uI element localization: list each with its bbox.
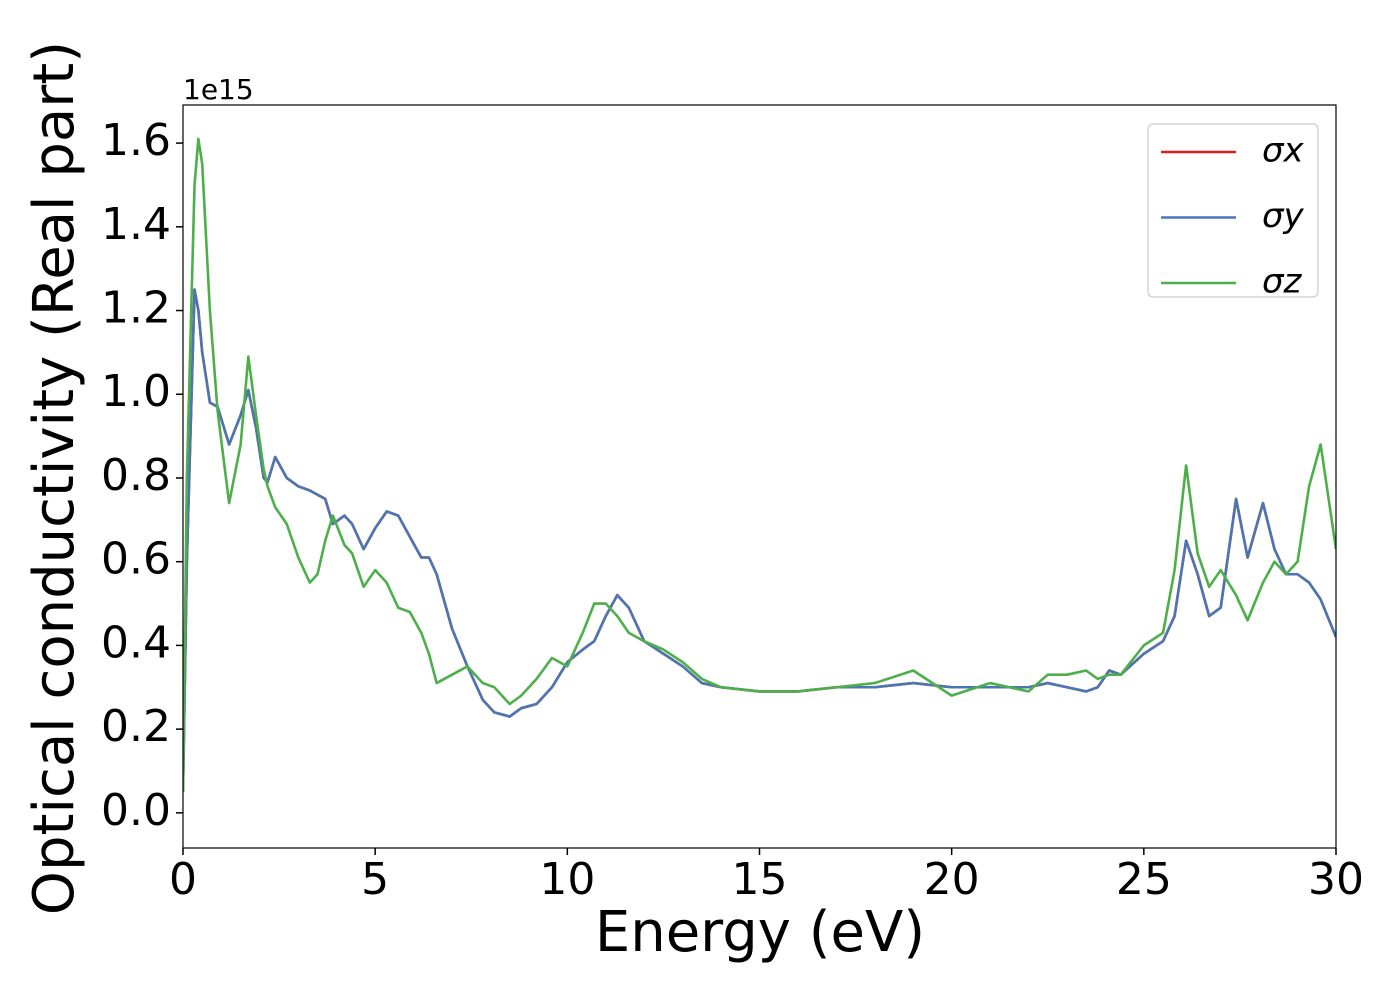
y-tick-label: 0.4 xyxy=(101,617,171,668)
y-tick-label: 1.0 xyxy=(101,366,171,417)
y-tick-label: 0.6 xyxy=(101,534,171,585)
legend-box xyxy=(1147,123,1319,298)
legend-label: σy xyxy=(1262,196,1305,236)
y-axis-label: Optical conductivity (Real part) xyxy=(22,41,87,915)
legend-label: σz xyxy=(1262,262,1303,302)
y-offset-label: 1e15 xyxy=(183,73,254,106)
x-tick-label: 0 xyxy=(169,854,197,905)
plot-frame xyxy=(182,104,1337,849)
y-tick-label: 1.2 xyxy=(101,283,171,334)
y-tick-label: 0.0 xyxy=(101,785,171,836)
plot-lines xyxy=(183,137,1336,792)
legend-label: σx xyxy=(1262,131,1305,171)
x-tick-label: 30 xyxy=(1308,854,1364,905)
series-line xyxy=(183,288,1336,792)
y-tick-label: 1.6 xyxy=(101,115,171,166)
y-tick-label: 0.8 xyxy=(101,450,171,501)
x-tick-label: 5 xyxy=(361,854,389,905)
x-tick-label: 25 xyxy=(1116,854,1172,905)
x-tick-label: 15 xyxy=(732,854,788,905)
x-axis-label: Energy (eV) xyxy=(595,900,925,965)
y-tick-label: 1.4 xyxy=(101,199,171,250)
y-tick-label: 0.2 xyxy=(101,701,171,752)
series-line xyxy=(183,137,1336,792)
x-tick-label: 20 xyxy=(924,854,980,905)
x-tick-label: 10 xyxy=(539,854,595,905)
series-line xyxy=(183,288,1336,792)
